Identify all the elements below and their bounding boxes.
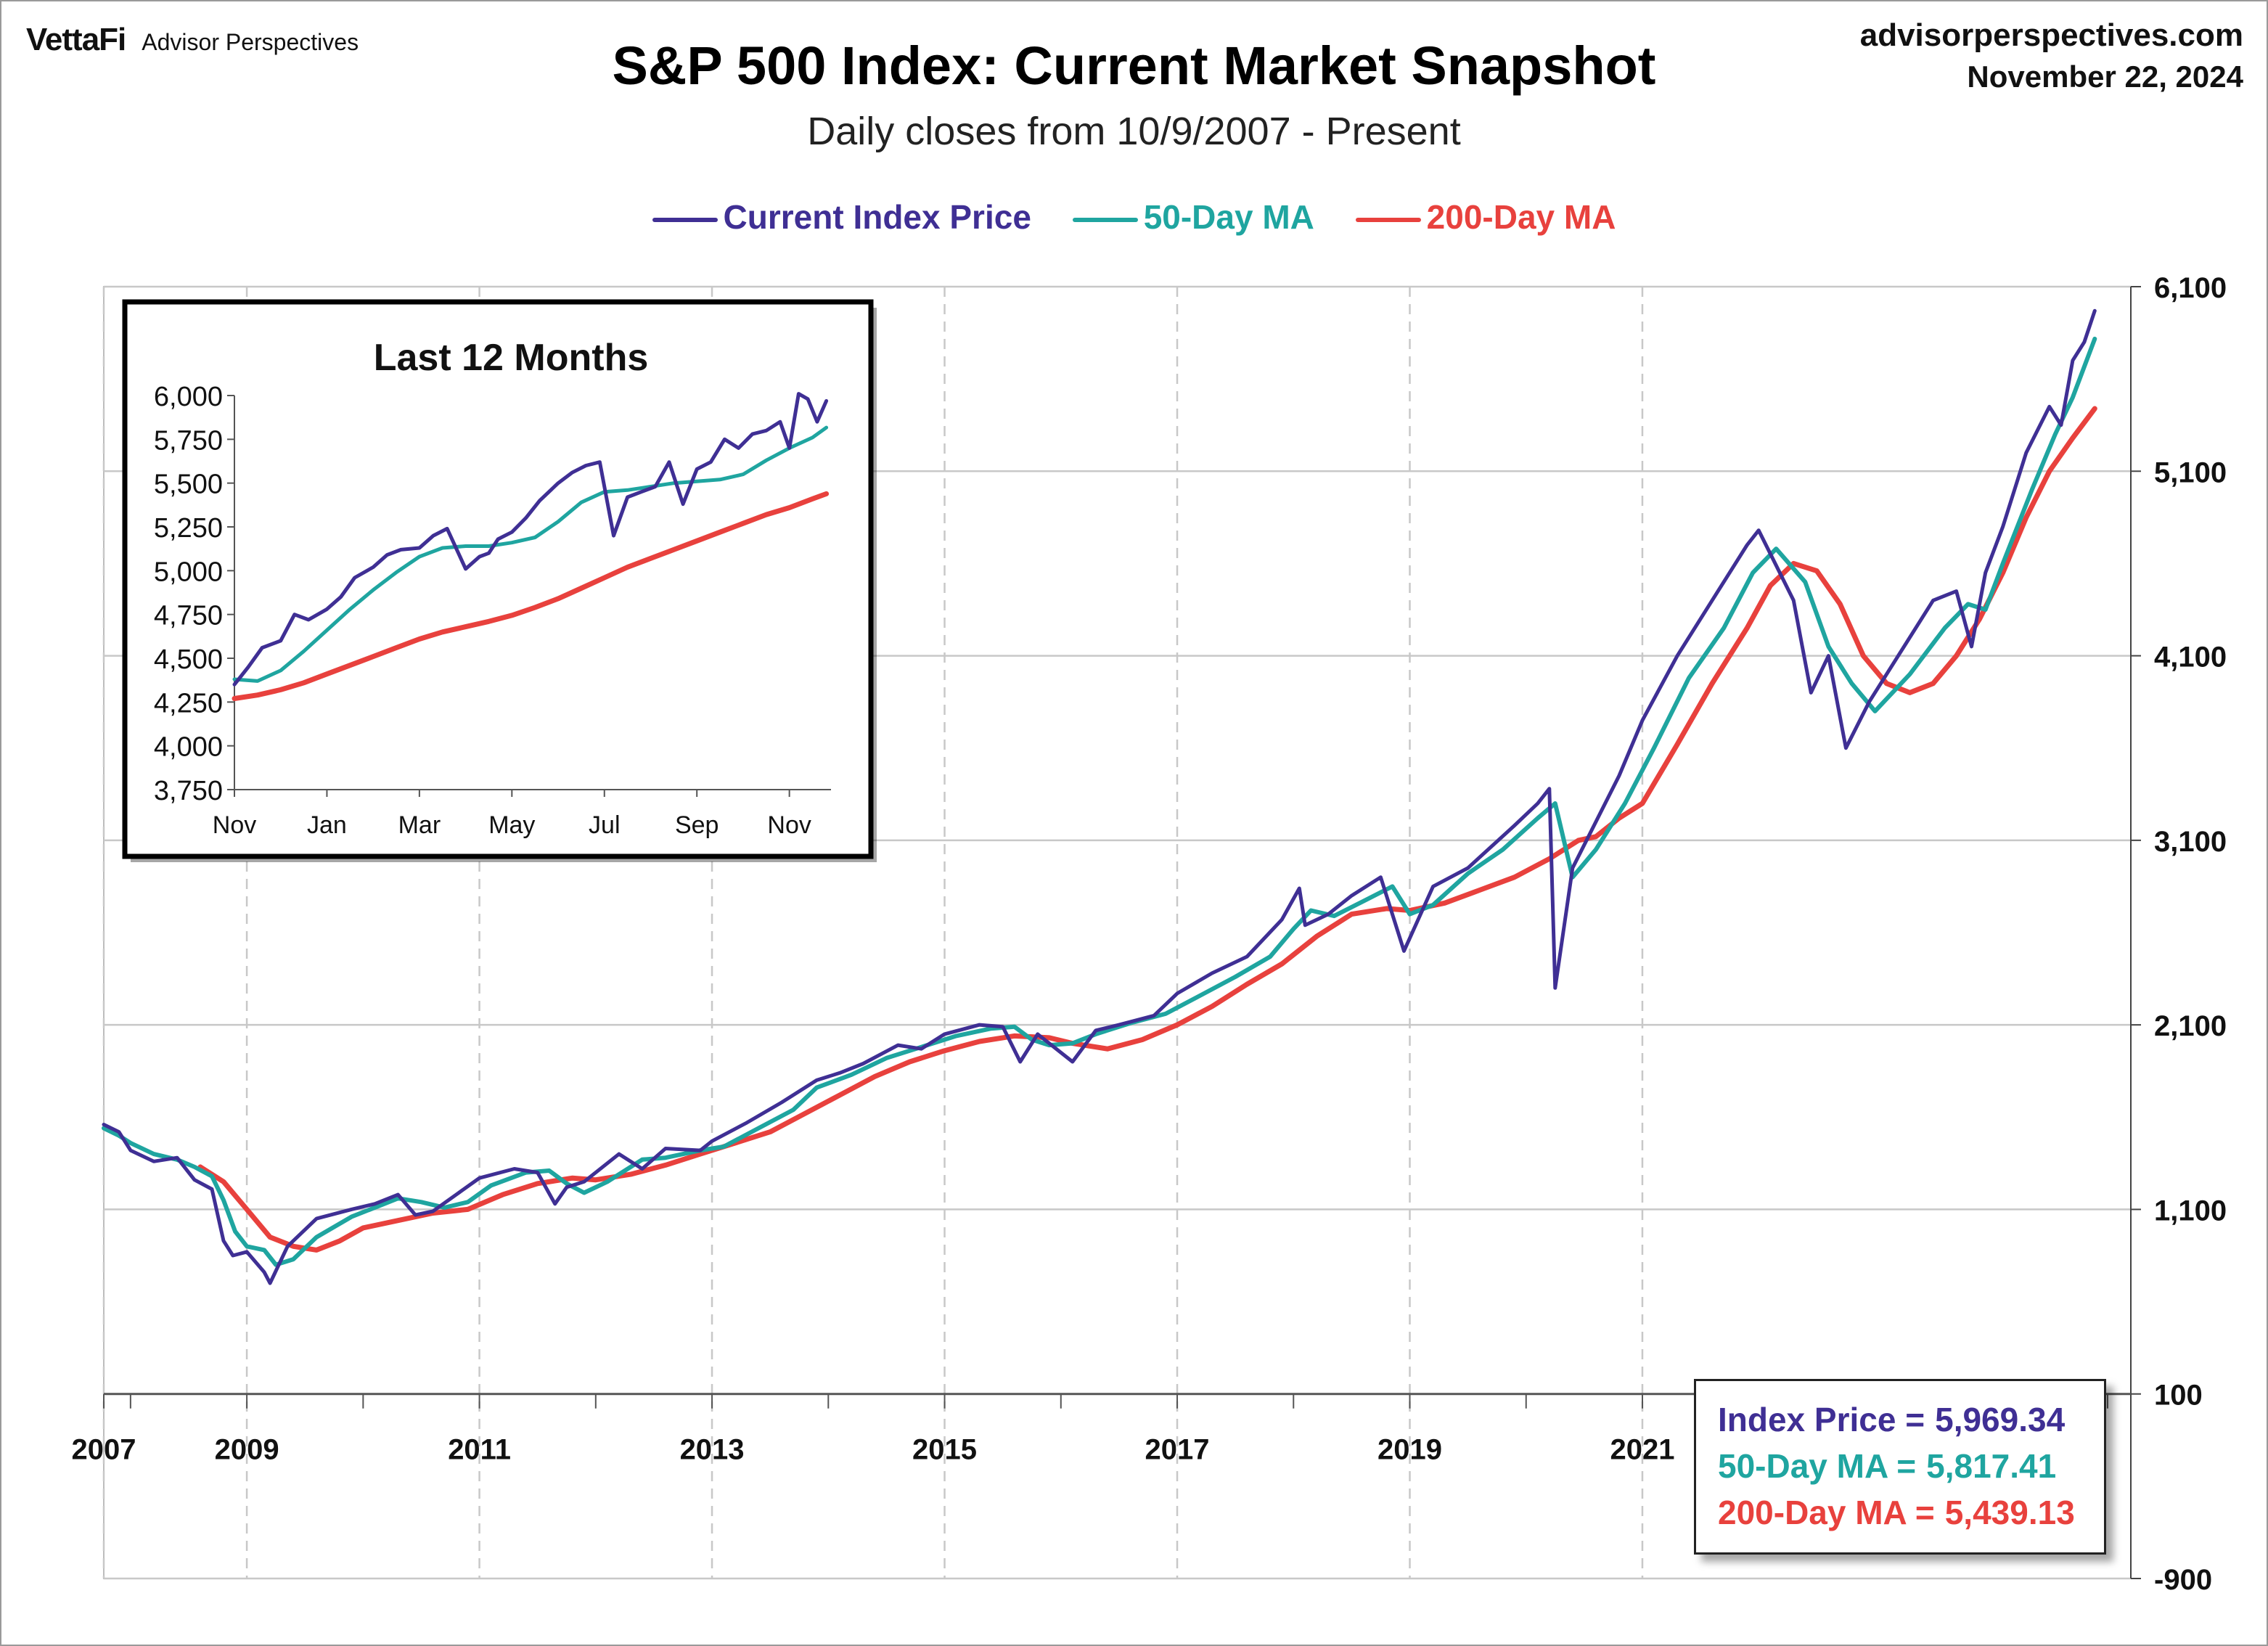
y-tick-label: 5,100 [2154, 456, 2227, 488]
legend-item-ma200: 200-Day MA [1355, 197, 1616, 237]
current-values-box: Index Price = 5,969.34 50-Day MA = 5,817.4… [1694, 1379, 2106, 1555]
series-line-price [102, 308, 2097, 1285]
x-tick-label: 2009 [215, 1434, 279, 1466]
x-tick-label: 2019 [1377, 1434, 1442, 1466]
value-price: 5,969.34 [1935, 1401, 2066, 1438]
legend-swatch-ma50 [1072, 217, 1138, 222]
inset-x-tick-label: Jan [307, 811, 347, 839]
value-row-ma50: 50-Day MA = 5,817.41 [1718, 1446, 2056, 1486]
legend-label-price: Current Index Price [723, 197, 1031, 236]
inset-y-tick-label: 5,250 [154, 513, 223, 544]
value-row-ma200: 200-Day MA = 5,439.13 [1718, 1493, 2075, 1532]
inset-y-tick-label: 4,000 [154, 732, 223, 763]
series-line-ma200 [197, 406, 2097, 1253]
y-tick-label: 1,100 [2154, 1195, 2227, 1227]
chart-subtitle: Daily closes from 10/9/2007 - Present [807, 110, 1461, 153]
legend-label-ma200: 200-Day MA [1426, 197, 1616, 236]
inset-x-tick-label: May [488, 811, 535, 839]
value-label-ma50: 50-Day MA = [1718, 1447, 1917, 1485]
inset-y-tick-label: 4,250 [154, 688, 223, 718]
x-tick-label: 2007 [72, 1434, 136, 1466]
inset-y-tick-label: 3,750 [154, 776, 223, 806]
inset-border [122, 299, 874, 859]
value-label-ma200: 200-Day MA = [1718, 1494, 1935, 1531]
y-tick-label: 3,100 [2154, 826, 2227, 858]
inset-x-tick-label: Sep [675, 811, 719, 839]
inset-series-line-ma200 [232, 491, 830, 701]
inset-y-tick-label: 6,000 [154, 382, 223, 412]
snapshot-date: November 22, 2024 [1967, 60, 2243, 94]
x-tick-label: 2013 [680, 1434, 745, 1466]
brand-subtitle: Advisor Perspectives [142, 29, 359, 55]
inset-series-line-price [232, 392, 829, 687]
x-tick-label: 2015 [912, 1434, 977, 1466]
value-ma50: 5,817.41 [1926, 1447, 2057, 1485]
x-tick-label: 2017 [1145, 1434, 1210, 1466]
inset-y-tick-label: 4,750 [154, 601, 223, 631]
inset-chart: Last 12 Months 6,000 5,750 5,500 5,250 5,000 4… [122, 299, 877, 862]
grid-lines [102, 285, 2132, 1580]
chart-title: S&P 500 Index: Current Market Snapshot [612, 36, 1656, 96]
legend-label-ma50: 50-Day MA [1143, 197, 1314, 236]
x-tick-label: 2011 [448, 1434, 511, 1466]
inset-x-tick-label: Mar [398, 811, 441, 839]
legend-swatch-ma200 [1355, 217, 1421, 222]
legend: Current Index Price 50-Day MA 200-Day MA [0, 195, 2268, 237]
brand-logo: VettaFi Advisor Perspectives [26, 22, 359, 58]
value-row-price: Index Price = 5,969.34 [1718, 1400, 2065, 1439]
inset-y-tick-label: 5,750 [154, 425, 223, 456]
y-tick-label: -900 [2154, 1564, 2212, 1596]
y-tick-label: 2,100 [2154, 1010, 2227, 1042]
axes: 6,100 5,100 4,100 3,100 2,100 1,100 100 -900 200… [72, 272, 2227, 1596]
inset-x-tick-label: Jul [589, 811, 620, 839]
legend-item-price: Current Index Price [652, 197, 1031, 237]
legend-swatch-price [652, 217, 718, 222]
site-url: advisorperspectives.com [1859, 17, 2243, 53]
legend-item-ma50: 50-Day MA [1072, 197, 1314, 237]
brand-name: VettaFi [26, 22, 126, 57]
inset-x-tick-label: Nov [767, 811, 811, 839]
y-tick-label: 100 [2154, 1380, 2203, 1412]
y-tick-label: 6,100 [2154, 272, 2227, 304]
value-ma200: 5,439.13 [1944, 1494, 2075, 1531]
inset-y-tick-label: 5,000 [154, 557, 223, 587]
inset-x-tick-label: Nov [213, 811, 256, 839]
x-tick-label: 2021 [1610, 1434, 1674, 1466]
inset-y-tick-label: 5,500 [154, 470, 223, 500]
inset-title: Last 12 Months [374, 337, 649, 379]
value-label-price: Index Price = [1718, 1401, 1925, 1438]
inset-y-tick-label: 4,500 [154, 644, 223, 675]
site-info: advisorperspectives.com November 22, 202… [1860, 17, 2243, 94]
y-tick-label: 4,100 [2154, 642, 2227, 673]
inset-series-line-ma50 [232, 425, 829, 683]
main-series-group [102, 308, 2097, 1285]
series-line-ma50 [102, 336, 2097, 1267]
